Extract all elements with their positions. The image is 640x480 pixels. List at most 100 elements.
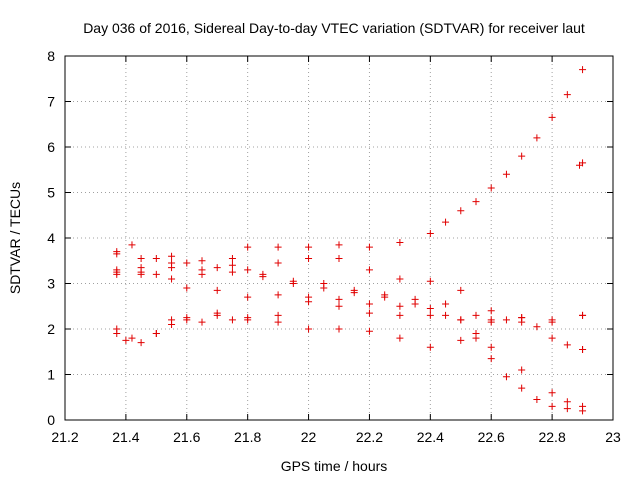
series-track-1 — [113, 66, 587, 265]
data-point — [365, 266, 373, 274]
data-point — [274, 291, 282, 299]
x-tick-label: 22.4 — [417, 429, 444, 445]
data-point — [259, 270, 267, 278]
data-point — [563, 341, 571, 349]
data-point — [426, 305, 434, 313]
data-point — [213, 264, 221, 272]
data-point — [137, 339, 145, 347]
data-point — [122, 336, 130, 344]
data-point — [442, 218, 450, 226]
x-tick-label: 21.6 — [173, 429, 200, 445]
data-point — [244, 243, 252, 251]
data-point — [396, 239, 404, 247]
data-point — [213, 286, 221, 294]
data-point — [548, 402, 556, 410]
data-point — [244, 314, 252, 322]
data-point — [128, 334, 136, 342]
data-point — [579, 66, 587, 74]
series-track-3 — [113, 259, 587, 353]
data-point — [228, 261, 236, 269]
data-point — [274, 311, 282, 319]
x-tick-label: 21.4 — [112, 429, 139, 445]
data-point — [426, 229, 434, 237]
series-track-6 — [113, 298, 587, 347]
data-point — [274, 318, 282, 326]
data-point — [305, 243, 313, 251]
data-point — [113, 330, 121, 338]
data-point — [335, 295, 343, 303]
data-point — [335, 254, 343, 262]
x-tick-label: 21.2 — [51, 429, 78, 445]
series-track-1-tail — [576, 159, 587, 169]
data-point — [396, 275, 404, 283]
data-point — [137, 270, 145, 278]
x-tick-label: 22.6 — [478, 429, 505, 445]
data-point — [183, 284, 191, 292]
data-point — [579, 159, 587, 167]
data-point — [533, 323, 541, 331]
data-point — [396, 302, 404, 310]
data-point — [548, 113, 556, 121]
data-point — [168, 316, 176, 324]
y-tick-label: 5 — [47, 185, 55, 201]
data-point — [198, 318, 206, 326]
data-point — [289, 277, 297, 285]
x-tick-label: 21.8 — [234, 429, 261, 445]
data-point — [228, 316, 236, 324]
y-axis-label: SDTVAR / TECUs — [7, 182, 23, 294]
y-tick-label: 2 — [47, 321, 55, 337]
data-point — [502, 373, 510, 381]
data-point — [442, 311, 450, 319]
y-tick-label: 1 — [47, 367, 55, 383]
data-point — [152, 270, 160, 278]
data-point — [305, 325, 313, 333]
x-tick-label: 22.2 — [356, 429, 383, 445]
data-point — [365, 309, 373, 317]
data-point — [533, 396, 541, 404]
data-point — [548, 316, 556, 324]
x-axis-label: GPS time / hours — [281, 458, 388, 474]
data-point — [518, 366, 526, 374]
data-point — [350, 286, 358, 294]
data-point — [426, 277, 434, 285]
data-point — [168, 252, 176, 260]
data-point — [457, 316, 465, 324]
x-tick-label: 23 — [605, 429, 621, 445]
y-tick-label: 6 — [47, 139, 55, 155]
data-point — [198, 270, 206, 278]
data-point — [502, 170, 510, 178]
data-point — [426, 311, 434, 319]
data-point — [305, 298, 313, 306]
y-tick-label: 3 — [47, 276, 55, 292]
data-point — [128, 241, 136, 249]
data-point — [518, 318, 526, 326]
data-point — [411, 300, 419, 308]
data-point — [168, 275, 176, 283]
grid-layer — [65, 56, 613, 420]
data-point — [152, 254, 160, 262]
data-point — [579, 311, 587, 319]
y-tick-label: 4 — [47, 230, 55, 246]
data-point — [335, 325, 343, 333]
data-point — [548, 334, 556, 342]
data-point — [213, 309, 221, 317]
series-track-4 — [113, 261, 587, 415]
data-point — [137, 264, 145, 272]
y-tick-label: 7 — [47, 94, 55, 110]
data-point — [183, 314, 191, 322]
data-point — [335, 302, 343, 310]
data-point — [365, 327, 373, 335]
chart-title: Day 036 of 2016, Sidereal Day-to-day VTE… — [83, 20, 585, 36]
x-tick-label: 22.8 — [538, 429, 565, 445]
y-tick-label: 0 — [47, 412, 55, 428]
data-point — [502, 316, 510, 324]
data-point — [533, 134, 541, 142]
data-point — [457, 286, 465, 294]
plot-frame — [64, 55, 614, 421]
data-point — [518, 384, 526, 392]
x-tick-label: 22 — [301, 429, 317, 445]
data-point — [487, 184, 495, 192]
data-point — [365, 300, 373, 308]
data-point — [426, 343, 434, 351]
data-point — [228, 268, 236, 276]
